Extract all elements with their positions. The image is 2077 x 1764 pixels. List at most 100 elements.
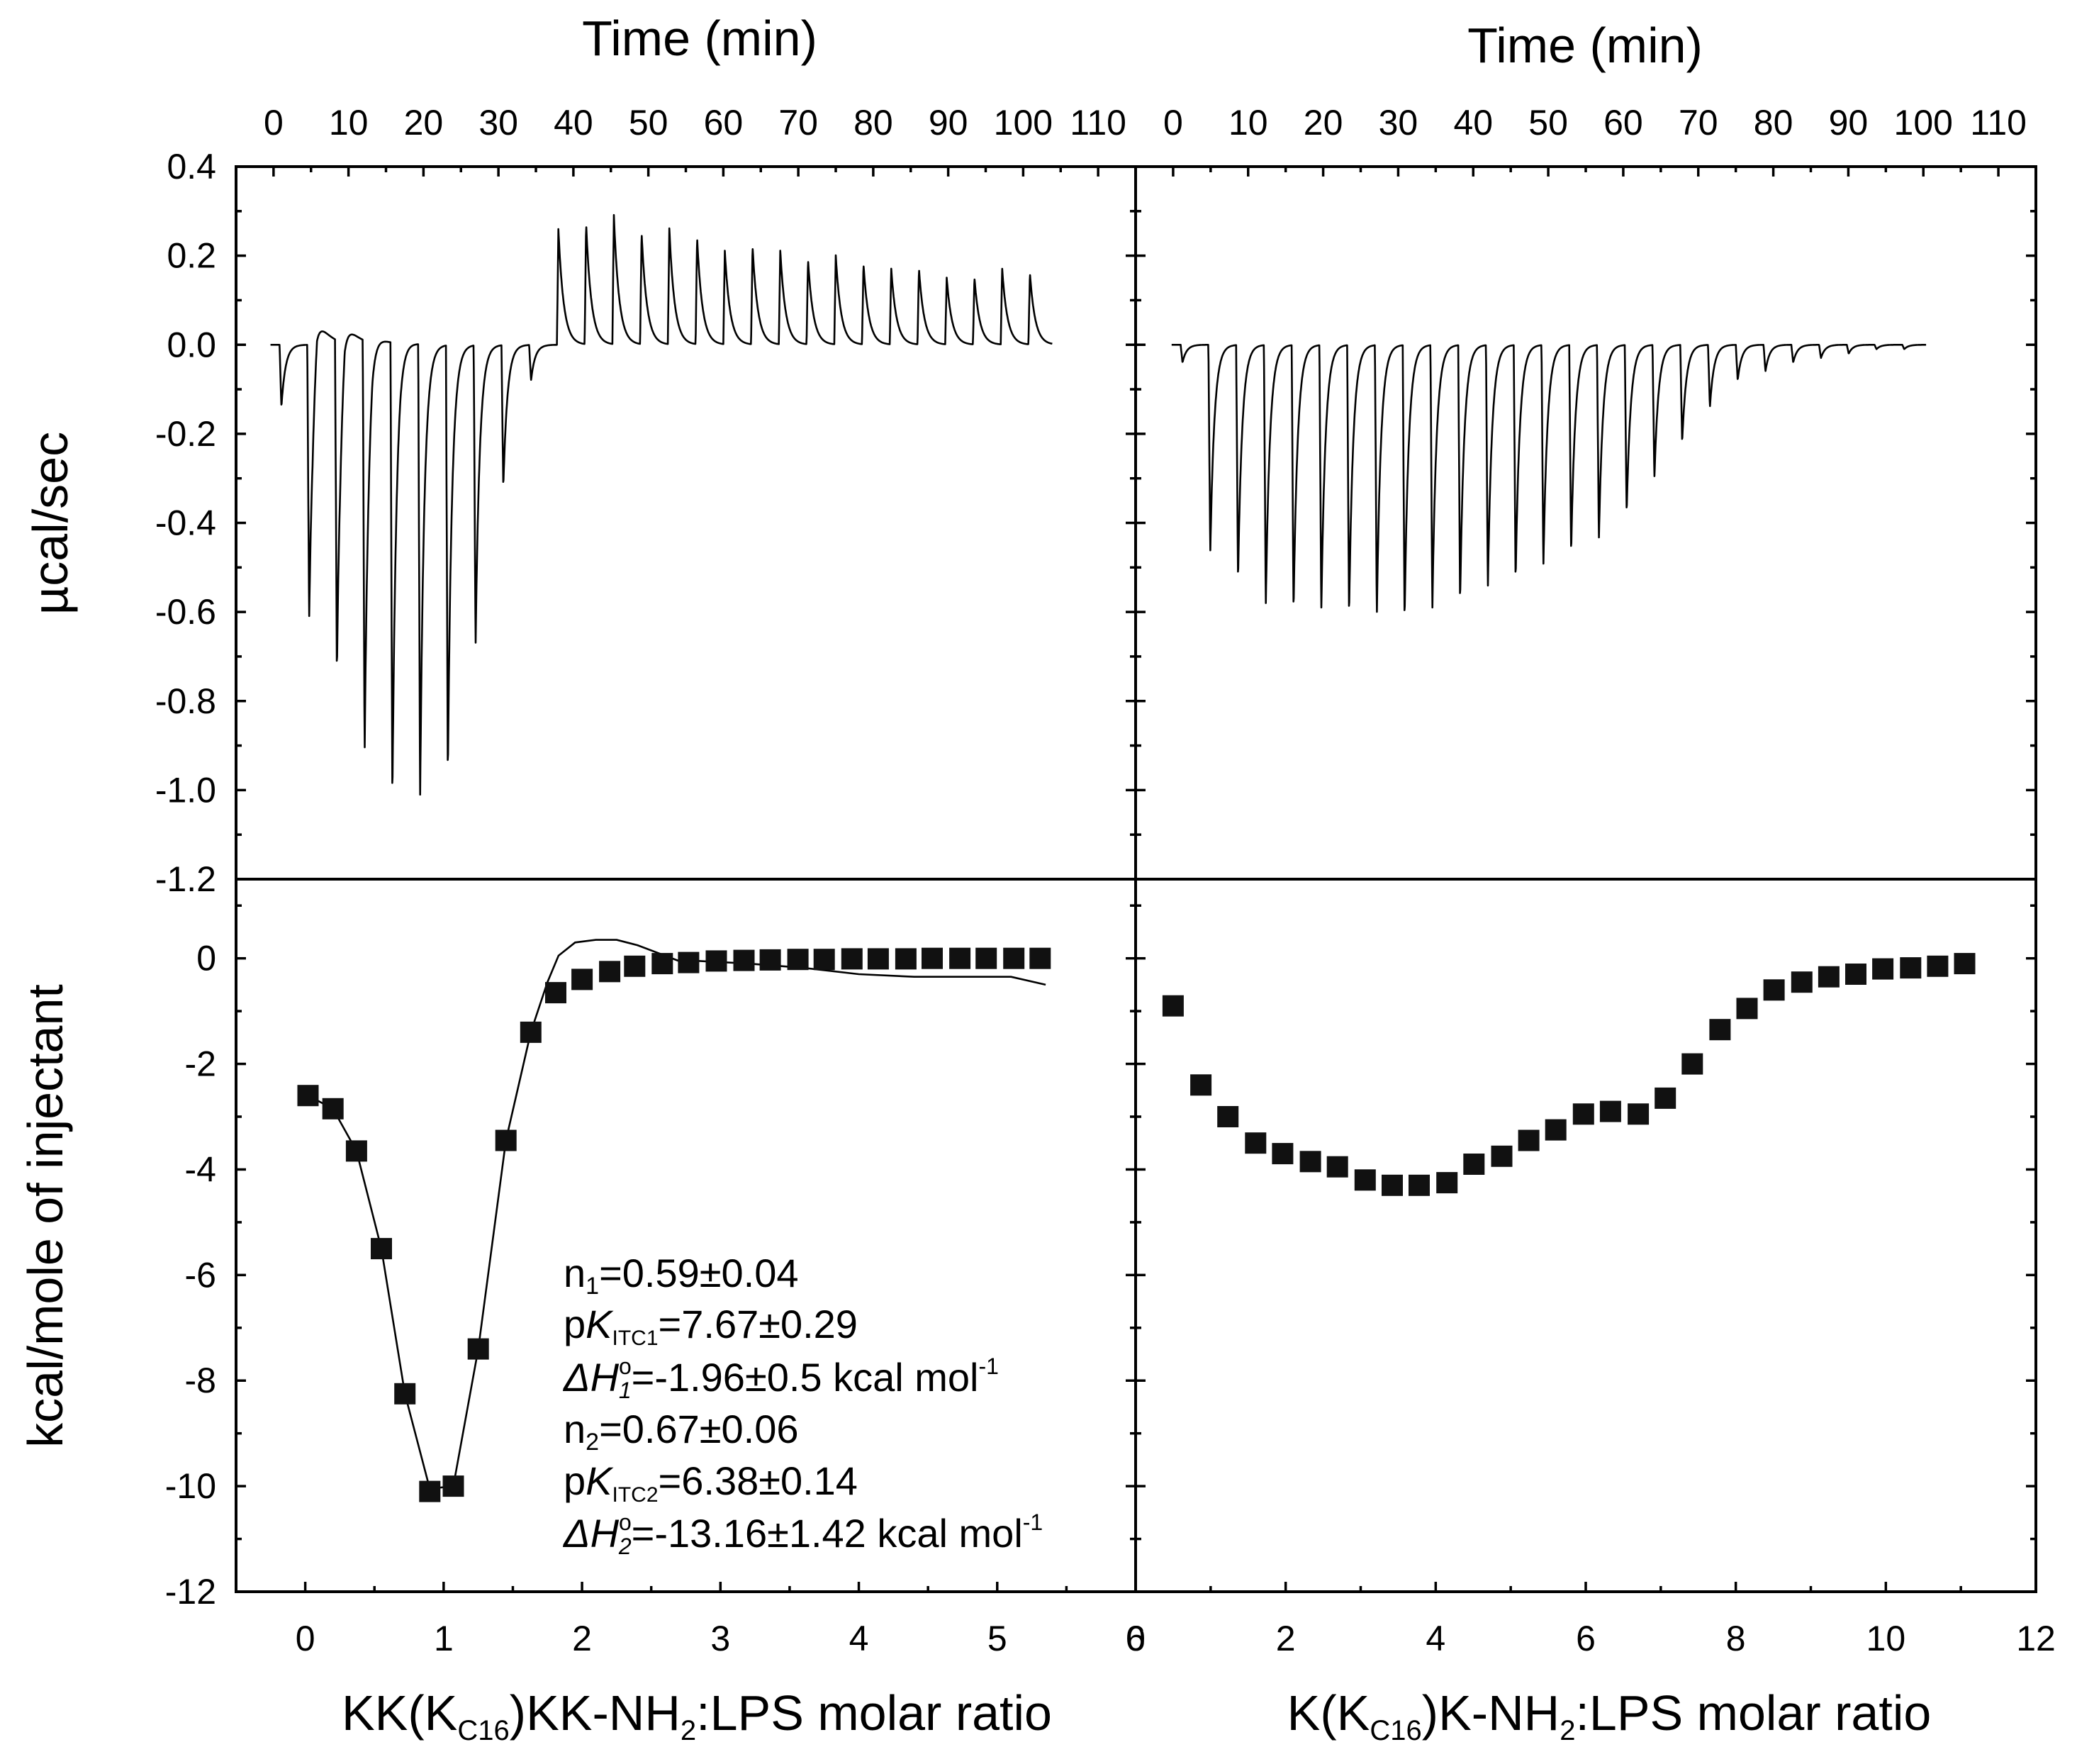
- bottom-left-data-point: [371, 1238, 392, 1260]
- bottom-right-data-point: [1436, 1172, 1458, 1194]
- bottom-left-data-point: [705, 950, 727, 972]
- bottom-left-data-point: [1029, 947, 1051, 969]
- bottom-right-x-tick-label: 2: [1276, 1619, 1296, 1658]
- bottom-right-data-point: [1518, 1129, 1540, 1151]
- bottom-left-x-tick-label: 2: [572, 1619, 592, 1658]
- bottom-right-x-tick-label: 12: [2016, 1619, 2056, 1658]
- bottom-left-data-point: [467, 1338, 489, 1360]
- top-right-x-tick-label: 50: [1528, 103, 1568, 143]
- annot-dh2: ΔHo 2=-13.16±1.42 kcal mol-1: [562, 1509, 1043, 1559]
- bottom-left-data-point: [571, 968, 593, 990]
- bottom-right-x-tick-label: 10: [1866, 1619, 1906, 1658]
- top-left-y-tick-label: -1.0: [155, 770, 216, 810]
- top-left-thermogram-trace: [269, 213, 1053, 796]
- annot-dh1: ΔHo 1=-1.96±0.5 kcal mol-1: [562, 1353, 999, 1403]
- bottom-left-data-point: [322, 1098, 344, 1120]
- bottom-right-data-point: [1491, 1145, 1513, 1167]
- bottom-left-fit-line: [307, 939, 1046, 1490]
- chart-marks: 0 10 20 30 40 50 60 70 80 90 100 110 0 10 20 30 40 50 60 70…: [155, 103, 2056, 1658]
- top-right-x-tick-label: 10: [1228, 103, 1268, 143]
- bottom-right-data-point: [1190, 1074, 1212, 1096]
- bottom-left-data-point: [297, 1085, 319, 1107]
- bottom-left-y-tick-label: 0: [196, 939, 216, 978]
- frame-top-left: [235, 165, 1137, 881]
- bottom-left-data-point: [345, 1140, 367, 1162]
- top-left-x-tick-label: 30: [478, 103, 518, 143]
- bottom-left-data-point: [520, 1021, 542, 1043]
- bottom-left-data-point: [922, 947, 943, 969]
- top-left-y-tick-label: 0.4: [167, 147, 216, 186]
- bottom-left-x-tick-label: 4: [849, 1619, 869, 1658]
- top-left-x-tick-label: 100: [994, 103, 1053, 143]
- bottom-right-data-point: [1763, 979, 1785, 1001]
- bottom-right-data-point: [1572, 1103, 1594, 1125]
- bottom-right-data-point: [1162, 995, 1184, 1017]
- top-right-x-tick-label: 100: [1894, 103, 1953, 143]
- top-right-x-tick-label: 80: [1754, 103, 1793, 143]
- bottom-right-data-point: [1709, 1019, 1731, 1041]
- bottom-left-data-point: [733, 949, 755, 971]
- frame-top-right: [1134, 165, 2037, 881]
- bottom-right-data-point: [1409, 1174, 1430, 1196]
- top-right-x-tick-label: 40: [1453, 103, 1493, 143]
- bottom-left-data-point: [599, 961, 621, 983]
- top-right-x-tick-label: 90: [1829, 103, 1869, 143]
- bottom-right-x-tick-label: 0: [1126, 1619, 1146, 1658]
- top-right-x-tick-label: 30: [1379, 103, 1418, 143]
- bottom-left-x-tick-label: 0: [296, 1619, 315, 1658]
- bottom-left-y-tick-label: -6: [185, 1255, 216, 1295]
- bottom-left-data-point: [394, 1383, 416, 1405]
- top-left-y-tick-label: -1.2: [155, 859, 216, 899]
- top-left-x-tick-label: 20: [404, 103, 444, 143]
- bottom-left-data-point: [545, 982, 566, 1004]
- bottom-right-data-point: [1272, 1143, 1294, 1165]
- bottom-left-data-point: [975, 947, 997, 969]
- annot-pk2: pKITC2=6.38±0.14: [564, 1458, 858, 1507]
- bottom-left-data-point: [841, 948, 863, 970]
- top-left-x-tick-label: 90: [929, 103, 968, 143]
- top-left-y-title: µcal/sec: [23, 432, 78, 615]
- top-right-thermogram-trace: [1170, 344, 1927, 613]
- annot-n1: n1=0.59±0.04: [564, 1251, 799, 1300]
- bottom-right-data-point: [1354, 1169, 1376, 1191]
- bottom-left-data-point: [651, 953, 673, 975]
- top-left-x-tick-label: 10: [329, 103, 369, 143]
- bottom-left-x-tick-label: 1: [434, 1619, 454, 1658]
- bottom-left-data-point: [624, 955, 646, 977]
- top-right-x-title: Time (min): [1467, 18, 1703, 73]
- bottom-left-data-point: [495, 1129, 517, 1151]
- bottom-right-data-point: [1900, 957, 1922, 979]
- top-left-y-tick-label: -0.4: [155, 503, 216, 543]
- top-left-y-tick-label: 0.0: [167, 325, 216, 364]
- bottom-right-data-point: [1217, 1106, 1239, 1127]
- top-right-x-tick-label: 110: [1970, 103, 2027, 143]
- top-left-x-tick-label: 70: [778, 103, 818, 143]
- fit-parameters: n1=0.59±0.04 pKITC1=7.67±0.29 ΔHo 1=-1.96…: [562, 1251, 1043, 1559]
- bottom-right-x-title: K(KC16)K-NH2:LPS molar ratio: [1287, 1685, 1932, 1746]
- bottom-right-data-point: [1954, 953, 1976, 975]
- bottom-left-data-point: [787, 949, 809, 971]
- annot-pk1: pKITC1=7.67±0.29: [564, 1302, 858, 1350]
- bottom-left-y-title: kcal/mole of injectant: [18, 984, 73, 1448]
- top-right-x-tick-label: 0: [1163, 103, 1183, 143]
- bottom-right-data-point: [1326, 1156, 1348, 1178]
- bottom-right-data-point: [1628, 1103, 1650, 1125]
- top-left-x-tick-label: 80: [853, 103, 893, 143]
- top-left-y-tick-label: 0.2: [167, 236, 216, 276]
- frame-bottom-right: [1134, 878, 2037, 1593]
- bottom-left-data-point: [759, 949, 781, 971]
- bottom-left-y-tick-label: -8: [185, 1361, 216, 1400]
- bottom-right-x-tick-label: 8: [1726, 1619, 1746, 1658]
- bottom-left-x-title: KK(KC16)KK-NH2:LPS molar ratio: [342, 1685, 1052, 1746]
- bottom-right-data-point: [1818, 966, 1840, 988]
- top-right-x-tick-label: 20: [1304, 103, 1343, 143]
- bottom-right-data-point: [1927, 955, 1949, 977]
- annot-n2: n2=0.67±0.06: [564, 1407, 799, 1456]
- bottom-right-data-point: [1845, 964, 1866, 985]
- top-left-y-tick-label: -0.6: [155, 592, 216, 632]
- bottom-left-x-tick-label: 5: [987, 1619, 1007, 1658]
- bottom-left-data-point: [678, 951, 700, 973]
- bottom-left-x-tick-label: 3: [710, 1619, 730, 1658]
- top-left-x-title: Time (min): [582, 11, 817, 66]
